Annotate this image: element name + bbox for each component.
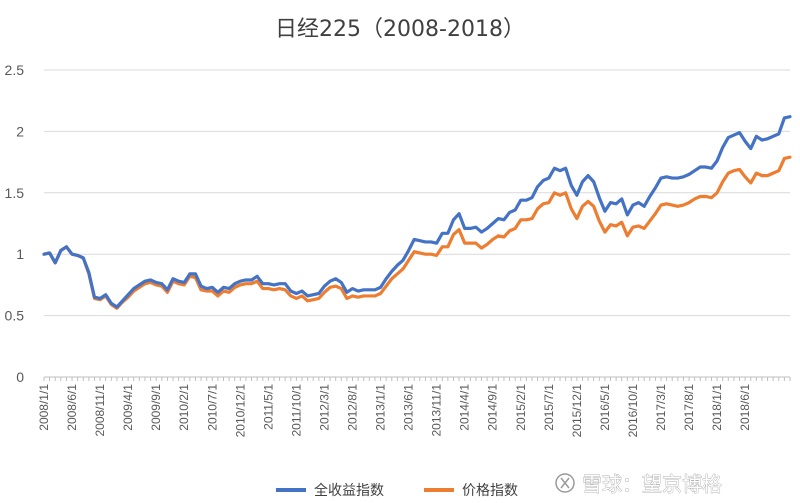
y-tick-label: 2.5 — [5, 62, 25, 78]
y-tick-label: 1 — [16, 246, 24, 262]
x-tick-label: 2013/1/1 — [374, 384, 388, 431]
x-axis: 2008/1/1 2008/6/1 2008/11/1 2009/4/1 2009/9/… — [37, 377, 791, 438]
series-line-1 — [42, 155, 792, 310]
legend: 全收益指数 价格指数 — [276, 482, 518, 499]
x-tick-label: 2018/1/1 — [710, 384, 724, 431]
y-tick-label: 1.5 — [5, 185, 25, 201]
x-tick-label: 2014/9/1 — [486, 384, 500, 431]
x-tick-label: 2016/5/1 — [598, 384, 612, 431]
legend-label-series-1: 价格指数 — [462, 483, 518, 499]
x-tick-label: 2008/11/1 — [93, 384, 107, 437]
legend-label-series-0: 全收益指数 — [314, 482, 384, 499]
y-tick-label: 0 — [16, 369, 24, 385]
x-tick-label: 2013/11/1 — [430, 384, 444, 437]
watermark: 雪球：望京博格 — [555, 472, 722, 496]
x-tick-label: 2010/12/1 — [233, 384, 247, 438]
chart-title: 日经225（2008-2018） — [275, 17, 525, 42]
x-tick-label: 2015/12/1 — [570, 384, 584, 438]
x-tick-label: 2015/7/1 — [542, 384, 556, 431]
x-tick-label: 2009/9/1 — [149, 384, 163, 431]
x-tick-label: 2018/6/1 — [738, 384, 752, 431]
y-tick-labels: 0 0.5 1 1.5 2 2.5 — [5, 62, 25, 385]
x-tick-label: 2011/10/1 — [289, 384, 303, 437]
x-tick-label: 2010/2/1 — [177, 384, 191, 431]
x-tick-label: 2008/6/1 — [65, 384, 79, 431]
x-tick-label: 2016/10/1 — [626, 384, 640, 438]
series-line-0 — [42, 115, 792, 309]
x-tick-label: 2012/8/1 — [345, 384, 359, 431]
y-tick-label: 0.5 — [5, 308, 25, 324]
y-tick-label: 2 — [16, 123, 24, 139]
x-tick-label: 2014/4/1 — [458, 384, 472, 431]
watermark-text: 雪球：望京博格 — [582, 472, 722, 496]
series-lines — [42, 115, 792, 310]
x-tick-label: 2012/3/1 — [317, 384, 331, 431]
x-tick-label: 2017/8/1 — [682, 384, 696, 431]
x-tick-label: 2013/6/1 — [402, 384, 416, 431]
x-tick-label: 2011/5/1 — [261, 384, 275, 430]
x-tick-label: 2015/2/1 — [514, 384, 528, 431]
xueqiu-logo-icon — [555, 473, 575, 493]
gridlines — [44, 69, 790, 378]
x-tick-label: 2009/4/1 — [121, 384, 135, 431]
x-tick-label: 2010/7/1 — [205, 384, 219, 431]
x-tick-label: 2008/1/1 — [37, 384, 51, 431]
x-tick-label: 2017/3/1 — [654, 384, 668, 431]
